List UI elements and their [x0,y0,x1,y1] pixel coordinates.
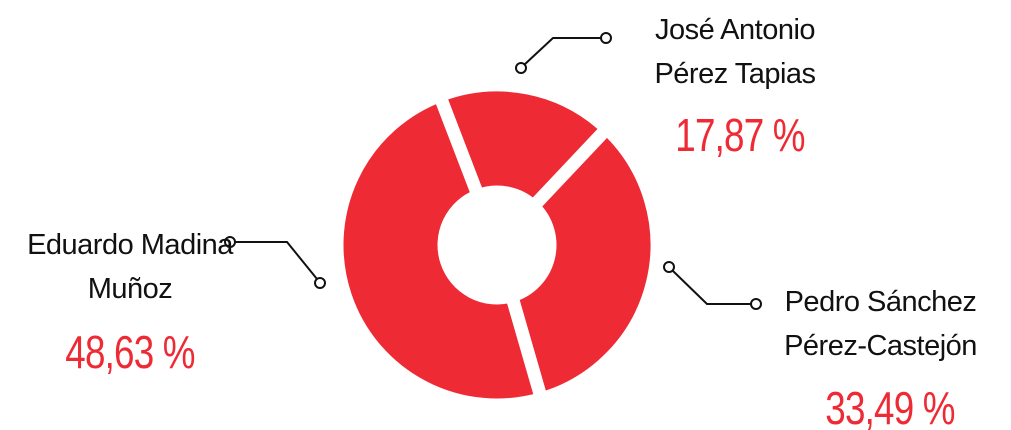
leader-line [523,37,601,66]
leader-line [235,241,318,280]
slice-name: Eduardo Madina Muñoz [27,229,233,305]
leader-dot [314,277,326,289]
leader-dot [600,32,612,44]
leader-lines [224,32,762,310]
leader-dot [224,236,236,248]
slice-value-label: 17,87 % [675,109,805,161]
leader-dot [750,298,762,310]
donut-hole [438,186,556,304]
slice-value-label: 48,63 % [65,326,195,378]
leader-dot [663,261,675,273]
leader-dot [515,62,527,74]
slice-value-label: 33,49 % [825,382,955,430]
leader-line [672,270,751,305]
slice-name: José Antonio Pérez Tapias [654,14,816,90]
slice-name: Pedro Sánchez Pérez-Castejón [784,286,977,362]
